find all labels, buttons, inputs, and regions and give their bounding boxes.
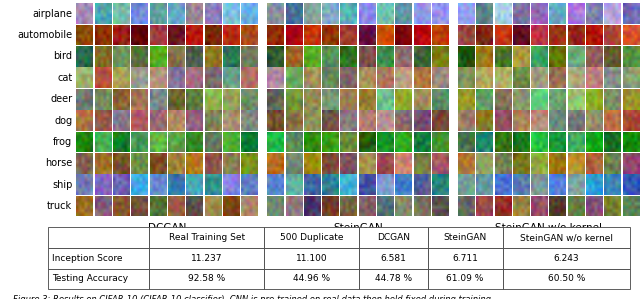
- Bar: [264, 269, 359, 289]
- Text: 11.100: 11.100: [296, 254, 327, 263]
- Text: 6.711: 6.711: [452, 254, 478, 263]
- Text: 60.50 %: 60.50 %: [548, 274, 586, 283]
- Text: SteinGAN: SteinGAN: [444, 233, 487, 242]
- Text: frog: frog: [53, 137, 72, 147]
- Text: cat: cat: [57, 73, 72, 83]
- Bar: [149, 248, 264, 269]
- Bar: [503, 248, 630, 269]
- Bar: [149, 228, 264, 248]
- Text: 44.78 %: 44.78 %: [374, 274, 412, 283]
- Text: SteinGAN w/o kernel: SteinGAN w/o kernel: [520, 233, 613, 242]
- Text: ship: ship: [52, 180, 72, 190]
- Text: automobile: automobile: [17, 30, 72, 40]
- Bar: [264, 228, 359, 248]
- Bar: [48, 228, 149, 248]
- Text: 92.58 %: 92.58 %: [188, 274, 225, 283]
- Bar: [359, 269, 428, 289]
- Text: Real Training Set: Real Training Set: [168, 233, 244, 242]
- Bar: [428, 248, 503, 269]
- Text: 11.237: 11.237: [191, 254, 223, 263]
- Bar: [428, 228, 503, 248]
- Text: SteinGAN w/o kernel: SteinGAN w/o kernel: [495, 223, 602, 233]
- Bar: [48, 248, 149, 269]
- Text: truck: truck: [47, 201, 72, 211]
- Text: SteinGAN: SteinGAN: [333, 223, 383, 233]
- Text: horse: horse: [45, 158, 72, 168]
- Bar: [503, 269, 630, 289]
- Text: 44.96 %: 44.96 %: [293, 274, 330, 283]
- Text: Figure 3: Results on CIFAR-10 (CIFAR-10 classifier). CNN is pre-trained on real : Figure 3: Results on CIFAR-10 (CIFAR-10 …: [13, 295, 493, 299]
- Bar: [503, 228, 630, 248]
- Text: 500 Duplicate: 500 Duplicate: [280, 233, 343, 242]
- Text: DCGAN: DCGAN: [148, 223, 186, 233]
- Text: 6.581: 6.581: [380, 254, 406, 263]
- Text: Testing Accuracy: Testing Accuracy: [52, 274, 128, 283]
- Text: 6.243: 6.243: [554, 254, 579, 263]
- Text: airplane: airplane: [32, 9, 72, 19]
- Text: Inception Score: Inception Score: [52, 254, 122, 263]
- Bar: [264, 248, 359, 269]
- Text: dog: dog: [54, 116, 72, 126]
- Bar: [149, 269, 264, 289]
- Bar: [359, 248, 428, 269]
- Bar: [359, 228, 428, 248]
- Text: 61.09 %: 61.09 %: [447, 274, 484, 283]
- Text: bird: bird: [53, 51, 72, 61]
- Text: deer: deer: [50, 94, 72, 104]
- Text: DCGAN: DCGAN: [377, 233, 410, 242]
- Bar: [428, 269, 503, 289]
- Bar: [48, 269, 149, 289]
